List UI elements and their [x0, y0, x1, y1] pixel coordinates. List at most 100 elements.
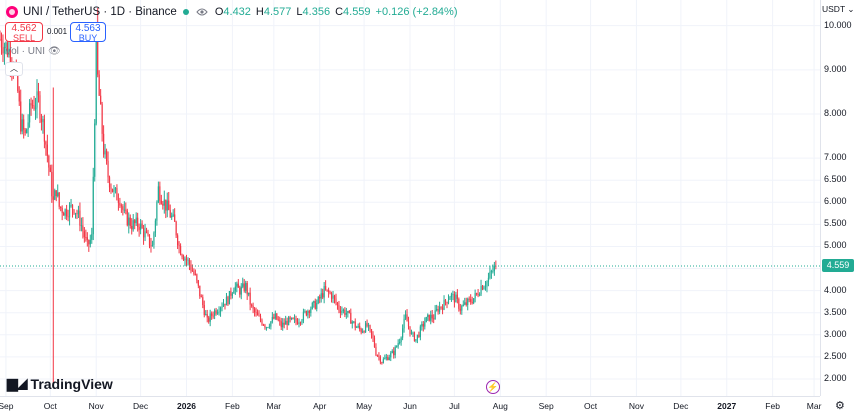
- candle-body: [43, 119, 46, 142]
- time-tick-label: Nov: [88, 401, 104, 411]
- price-tick-label: 5.500: [824, 218, 847, 229]
- candle-body: [182, 256, 185, 261]
- currency-dropdown[interactable]: USDT ⌄: [822, 4, 855, 15]
- candle-body: [413, 332, 416, 342]
- candle-body: [462, 304, 464, 306]
- candle-body: [55, 190, 57, 197]
- candle-body: [131, 225, 133, 230]
- candle-body: [219, 307, 222, 312]
- candle-body: [283, 322, 285, 325]
- candle-body: [105, 150, 108, 162]
- volume-label: Vol · UNI: [5, 46, 46, 57]
- candle-body: [351, 321, 353, 324]
- time-tick-label: Mar: [266, 401, 282, 411]
- spread-value: 0.001: [47, 27, 68, 36]
- candle-body: [174, 214, 176, 222]
- candle-body: [416, 334, 419, 340]
- candle-body: [199, 285, 201, 297]
- ohlc-values: O4.432 H4.577 L4.356 C4.559 +0.126 (+2.84%): [215, 6, 458, 18]
- candle-body: [396, 346, 398, 347]
- time-tick-label: Jul: [448, 401, 460, 411]
- time-tick-label: May: [356, 401, 373, 411]
- time-tick-label: Aug: [492, 401, 508, 411]
- candle-body: [242, 283, 244, 287]
- candle-body: [419, 326, 421, 337]
- candle-body: [212, 315, 214, 317]
- time-tick-label: Dec: [673, 401, 689, 411]
- event-marker-icon[interactable]: ⚡: [486, 380, 500, 394]
- eye-icon[interactable]: 👁: [48, 46, 61, 57]
- candle-body: [248, 292, 250, 295]
- candle-body: [70, 204, 72, 206]
- eye-icon[interactable]: [195, 5, 209, 19]
- candle-body: [39, 95, 41, 119]
- market-status-icon: [182, 9, 189, 15]
- candle-body: [261, 320, 263, 325]
- volume-legend[interactable]: Vol · UNI 👁: [5, 46, 61, 57]
- candle-body: [363, 331, 365, 333]
- candle-body: [79, 210, 81, 226]
- sell-label: SELL: [12, 33, 36, 43]
- chart-area[interactable]: UNI / TetherUS · 1D · Binance O4.432 H4.5…: [0, 0, 820, 396]
- candle-body: [484, 286, 487, 288]
- candle-body: [459, 308, 461, 311]
- price-tick-label: 8.000: [824, 107, 847, 118]
- candle-body: [295, 318, 297, 322]
- candle-body: [258, 315, 260, 317]
- candle-body: [384, 358, 386, 360]
- candle-body: [9, 48, 11, 64]
- sell-button[interactable]: 4.562 SELL: [5, 22, 43, 43]
- candle-body: [197, 280, 199, 286]
- candle-body: [388, 357, 390, 361]
- price-chart[interactable]: [0, 0, 820, 396]
- time-axis[interactable]: Sep Oct Nov Dec 2026 Feb Mar Apr May Jun Jul Aug Sep…: [0, 396, 821, 414]
- last-price-badge: 4.559: [822, 259, 854, 273]
- candle-body: [360, 328, 362, 333]
- sell-price: 4.562: [11, 23, 37, 34]
- candle-body: [444, 299, 447, 303]
- candles: [0, 8, 497, 388]
- candle-body: [455, 294, 457, 303]
- candle-body: [437, 308, 439, 312]
- gear-icon[interactable]: ⚙: [835, 400, 845, 412]
- candle-body: [471, 301, 473, 304]
- tradingview-logo[interactable]: ▆◢ TradingView: [7, 375, 113, 392]
- candle-body: [256, 312, 259, 316]
- price-tick-label: 7.000: [824, 152, 847, 163]
- candle-body: [276, 313, 278, 320]
- candle-body: [0, 38, 1, 40]
- candle-body: [179, 246, 182, 255]
- candle-body: [63, 213, 65, 216]
- candle-body: [144, 231, 146, 238]
- time-tick-label: Sep: [0, 401, 14, 411]
- candle-body: [147, 232, 149, 235]
- candle-body: [370, 329, 373, 335]
- candle-body: [348, 310, 350, 313]
- candle-body: [464, 302, 466, 305]
- time-tick-label: Oct: [43, 401, 57, 411]
- candle-body: [221, 306, 223, 308]
- candle-body: [310, 308, 312, 314]
- candle-body: [2, 47, 4, 54]
- candle-body: [18, 90, 20, 102]
- candle-body: [379, 356, 381, 363]
- candle-body: [428, 314, 430, 321]
- candle-body: [178, 245, 180, 247]
- time-tick-label: Jun: [403, 401, 417, 411]
- candle-body: [246, 282, 248, 295]
- symbol-title[interactable]: UNI / TetherUS · 1D · Binance: [23, 6, 177, 18]
- collapse-legend-button[interactable]: ︿: [5, 62, 23, 76]
- candle-body: [362, 331, 364, 333]
- candle-body: [80, 225, 83, 227]
- grid: [0, 0, 820, 396]
- price-tick-label: 2.000: [824, 372, 847, 383]
- candle-body: [453, 294, 456, 303]
- candle-body: [265, 327, 268, 329]
- buy-button[interactable]: 4.563 BUY: [70, 22, 106, 43]
- candle-body: [208, 317, 210, 322]
- candle-body: [98, 74, 100, 96]
- price-axis[interactable]: [820, 0, 860, 396]
- candle-body: [23, 119, 25, 130]
- price-tick-label: 3.500: [824, 306, 847, 317]
- candle-body: [168, 200, 170, 211]
